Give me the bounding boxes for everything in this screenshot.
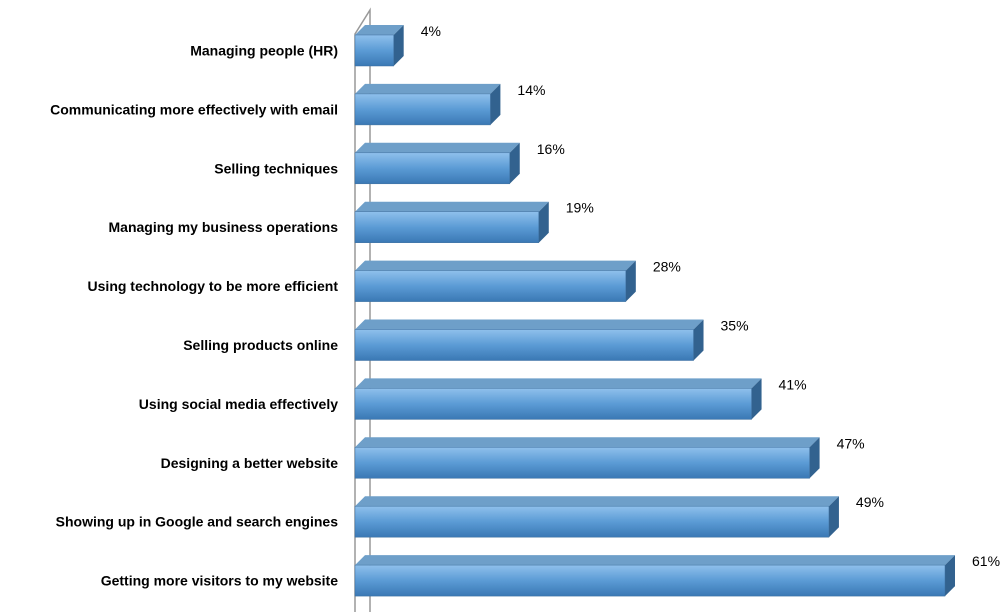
bar-front-face bbox=[354, 270, 627, 302]
bar-top-face bbox=[355, 496, 839, 507]
bar bbox=[354, 201, 549, 243]
value-label: 19% bbox=[566, 200, 594, 216]
bar bbox=[354, 260, 636, 302]
bar-top-face bbox=[355, 437, 820, 448]
bar-top-face bbox=[355, 201, 549, 212]
bar-front-face bbox=[354, 34, 394, 67]
category-label: Communicating more effectively with emai… bbox=[50, 101, 338, 117]
value-label: 61% bbox=[972, 553, 1000, 569]
category-label: Getting more visitors to my website bbox=[101, 573, 338, 589]
bar-front-face bbox=[354, 152, 511, 185]
value-label: 49% bbox=[856, 494, 884, 510]
bar-front-face bbox=[354, 447, 810, 479]
value-label: 14% bbox=[517, 82, 545, 98]
category-label: Selling products online bbox=[183, 337, 338, 353]
bar-front-face bbox=[354, 505, 830, 538]
bar-side-face bbox=[490, 83, 501, 125]
bar bbox=[354, 83, 501, 126]
value-label: 35% bbox=[721, 318, 749, 334]
value-label: 28% bbox=[653, 259, 681, 275]
category-label: Designing a better website bbox=[161, 455, 339, 471]
value-axis-line bbox=[354, 7, 371, 612]
bar-front-face bbox=[354, 388, 752, 420]
bar-top-face bbox=[355, 25, 404, 35]
bars-layer bbox=[354, 25, 955, 597]
bar-side-face bbox=[828, 496, 839, 538]
bar bbox=[354, 437, 820, 479]
axis-layer bbox=[354, 7, 371, 612]
bar bbox=[354, 142, 520, 185]
bar-top-face bbox=[355, 260, 636, 271]
bar-side-face bbox=[751, 378, 762, 420]
category-label: Managing my business operations bbox=[109, 219, 339, 235]
bar-side-face bbox=[625, 260, 636, 302]
bar-side-face bbox=[945, 555, 955, 597]
bar bbox=[354, 555, 955, 597]
bar bbox=[354, 319, 704, 361]
bar-front-face bbox=[354, 564, 946, 597]
bar-top-face bbox=[355, 319, 704, 330]
bar-front-face bbox=[354, 93, 491, 126]
bar-side-face bbox=[693, 319, 704, 361]
bar-top-face bbox=[355, 555, 955, 566]
bar-top-face bbox=[355, 378, 762, 389]
category-label: Managing people (HR) bbox=[190, 43, 338, 59]
value-label: 41% bbox=[779, 376, 807, 392]
value-label: 4% bbox=[421, 23, 441, 39]
bar bbox=[354, 25, 404, 67]
bar-side-face bbox=[393, 25, 404, 66]
bar-side-face bbox=[538, 201, 549, 243]
bar-top-face bbox=[355, 142, 520, 153]
bar-side-face bbox=[809, 437, 820, 479]
labels-layer: Managing people (HR) 4% Communicating more… bbox=[50, 23, 1000, 589]
category-label: Using technology to be more efficient bbox=[88, 278, 339, 294]
bar-side-face bbox=[509, 142, 520, 184]
bar-top-face bbox=[355, 83, 501, 94]
bar bbox=[354, 496, 839, 538]
value-label: 47% bbox=[837, 435, 865, 451]
category-label: Using social media effectively bbox=[139, 396, 338, 412]
category-label: Showing up in Google and search engines bbox=[56, 514, 339, 530]
bar-front-face bbox=[354, 211, 540, 243]
value-label: 16% bbox=[537, 141, 565, 157]
bar-front-face bbox=[354, 329, 694, 361]
category-label: Selling techniques bbox=[214, 160, 338, 176]
bar bbox=[354, 378, 762, 420]
